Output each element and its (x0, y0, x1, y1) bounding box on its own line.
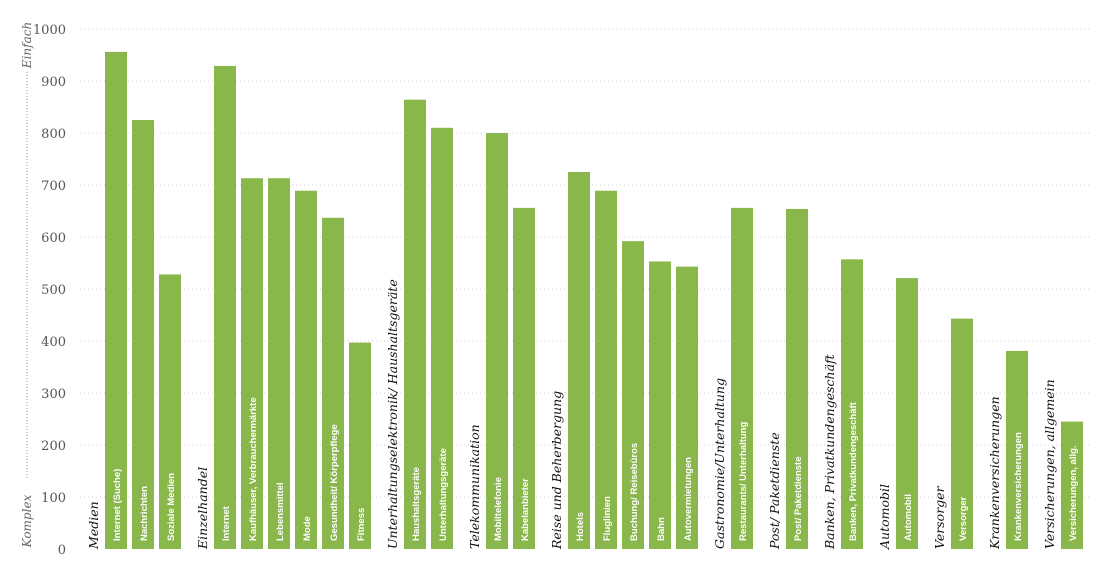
bar (513, 207, 535, 549)
bar (159, 274, 181, 549)
bar-label: Kaufhäuser, Verbrauchermärkte (248, 397, 259, 541)
bar (105, 51, 127, 549)
bar-label: Versorger (958, 496, 969, 541)
bar (132, 120, 154, 549)
bar-label: Lebensmittel (275, 482, 286, 541)
bar-label: Buchung/ Reisebüros (629, 443, 640, 541)
bar-label: Bahn (656, 517, 667, 541)
group-label: Versicherungen, allgemein (1042, 379, 1057, 549)
bar (404, 99, 426, 549)
bar-label: Haushaltsgeräte (411, 467, 422, 541)
bar (322, 217, 344, 549)
y-tick-label: 500 (41, 283, 66, 298)
bars (105, 51, 1083, 550)
bar (241, 178, 263, 550)
bar-label: Fitness (356, 508, 367, 541)
group-label: Versorger (932, 485, 947, 549)
bar-label: Versicherungen, allg. (1068, 445, 1079, 541)
group-label: Einzelhandel (195, 467, 210, 550)
bar (486, 133, 508, 549)
group-label: Unterhaltungselektronik/ Haushaltsgeräte (385, 279, 400, 549)
bar (214, 65, 236, 550)
scale-high-label: Einfach (20, 22, 34, 69)
bar (431, 127, 453, 550)
bar-label: Nachrichten (139, 486, 150, 541)
scale-low-label: Komplex (20, 494, 34, 548)
bar-label: Autovermietungen (683, 457, 694, 541)
bar-label: Unterhaltungsgeräte (438, 448, 449, 541)
bar (568, 172, 590, 549)
bar-label: Banken, Privatkundengeschäft (848, 401, 859, 541)
bar-label: Soziale Medien (166, 473, 177, 541)
y-tick-label: 0 (58, 543, 66, 558)
group-label: Reise und Beherbergung (549, 391, 564, 550)
bar (268, 178, 290, 550)
y-tick-label: 400 (41, 335, 66, 350)
bar (649, 261, 671, 549)
group-label: Krankenversicherungen (987, 396, 1002, 550)
bar-label: Kabelanbieter (520, 478, 531, 541)
bar-label: Internet (221, 505, 232, 541)
bar-label: Fluglinien (602, 496, 613, 541)
bar-label: Automobil (903, 494, 914, 541)
bar (595, 190, 617, 549)
bar (951, 318, 973, 549)
y-tick-label: 200 (41, 439, 66, 454)
bar-label: Post/ Paketdienste (793, 457, 804, 541)
bar (786, 208, 808, 550)
y-tick-label: 300 (41, 387, 66, 402)
group-label: Gastronomie/Unterhaltung (712, 378, 727, 549)
labels: Medien Internet (Suche) Nachrichten Soziale… (86, 279, 1079, 550)
bar (896, 278, 918, 549)
bar-label: Mobiltelefonie (493, 477, 504, 541)
y-axis: 0 100 200 300 400 500 600 700 800 900 1000 (33, 23, 66, 558)
group-label: Automobil (877, 484, 892, 550)
bar-label: Gesundheit/ Körperpflege (329, 424, 340, 541)
y-tick-label: 800 (41, 127, 66, 142)
bar-label: Krankenversicherungen (1013, 432, 1024, 541)
bar (295, 190, 317, 549)
complexity-scale: Komplex Einfach (20, 22, 34, 549)
bar-label: Restaurants/ Unterhaltung (738, 422, 749, 541)
y-tick-label: 600 (41, 231, 66, 246)
bar (622, 241, 644, 549)
bar-label: Internet (Suche) (112, 469, 123, 541)
group-label: Post/ Paketdienste (767, 432, 782, 550)
bar-label: Hotels (575, 512, 586, 541)
bar (1006, 350, 1028, 549)
bar-label: Mode (302, 516, 313, 541)
group-label: Medien (86, 501, 101, 550)
bar (349, 342, 371, 549)
y-tick-label: 100 (41, 491, 66, 506)
y-tick-label: 1000 (33, 23, 66, 38)
y-tick-label: 700 (41, 179, 66, 194)
y-tick-label: 900 (41, 75, 66, 90)
bar (841, 259, 863, 549)
bar (731, 207, 753, 549)
bar (1061, 421, 1083, 549)
bar (676, 266, 698, 549)
group-label: Telekommunikation (467, 424, 482, 549)
group-label: Banken, Privatkundengeschäft (822, 353, 837, 550)
